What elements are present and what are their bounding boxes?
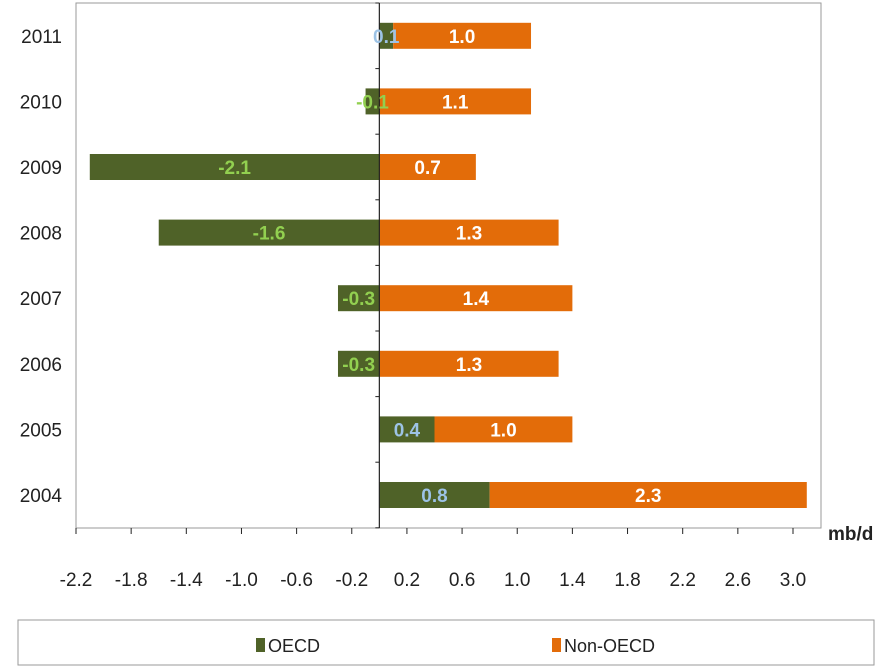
- unit-label: mb/d: [828, 524, 873, 545]
- category-label: 2008: [20, 224, 62, 245]
- x-tick-label: 3.0: [780, 570, 806, 591]
- category-label: 2004: [20, 486, 63, 507]
- x-tick-label: -0.6: [280, 570, 313, 591]
- legend-swatch-non-oecd: [552, 638, 561, 652]
- bar-oecd: [337, 350, 380, 377]
- bar-oecd: [158, 219, 380, 246]
- bar-oecd: [89, 154, 380, 180]
- category-label: 2005: [20, 420, 62, 441]
- bars-layer: [89, 22, 807, 508]
- legend-label-non-oecd: Non-OECD: [564, 636, 655, 656]
- category-label: 2011: [21, 27, 62, 48]
- x-tick-label: 1.8: [614, 570, 640, 591]
- category-label: 2009: [20, 158, 62, 179]
- category-label: 2010: [20, 92, 62, 113]
- x-tick-label: 0.6: [449, 570, 475, 591]
- value-label-non-oecd: 2.3: [635, 486, 661, 507]
- value-label-non-oecd: 1.4: [463, 289, 490, 310]
- value-label-non-oecd: 1.0: [490, 420, 516, 441]
- bar-non-oecd: [379, 219, 559, 246]
- bar-oecd: [365, 88, 380, 115]
- x-tick-label: 1.0: [504, 570, 530, 591]
- legend-swatch-oecd: [256, 638, 265, 652]
- value-label-oecd: 0.4: [394, 420, 421, 441]
- x-tick-label: 2.6: [725, 570, 751, 591]
- bar-oecd: [379, 22, 394, 49]
- value-label-oecd: 0.1: [373, 27, 400, 48]
- plot-area-frame: [75, 2, 822, 529]
- value-label-oecd: -0.1: [356, 92, 389, 113]
- x-tick-label: -1.4: [170, 570, 203, 591]
- bar-non-oecd: [379, 285, 573, 312]
- x-tick-label: -2.2: [60, 570, 93, 591]
- x-tick-label: 2.2: [669, 570, 695, 591]
- x-tick-label: -1.0: [225, 570, 258, 591]
- axis-ticks-layer: [75, 2, 794, 534]
- value-label-oecd: -0.3: [342, 289, 375, 310]
- bar-oecd: [379, 482, 490, 508]
- value-labels: 0.1 1.0 -0.1 1.1 -2.1 0.7 -1.6 1.3 -0.3 1.4 -0.3 1.…: [218, 27, 661, 507]
- bar-non-oecd: [489, 482, 807, 508]
- value-label-oecd: -0.3: [342, 355, 375, 376]
- bar-non-oecd: [379, 350, 559, 377]
- value-label-non-oecd: 0.7: [414, 158, 440, 179]
- bar-non-oecd: [379, 154, 476, 180]
- x-tick-label: 0.2: [394, 570, 420, 591]
- x-tick-label: 1.4: [559, 570, 586, 591]
- x-tick-label: -0.2: [335, 570, 368, 591]
- bar-non-oecd: [393, 22, 532, 49]
- x-tick-label: -1.8: [115, 570, 148, 591]
- value-label-oecd: 0.8: [421, 486, 447, 507]
- category-labels: 2011 2010 2009 2008 2007 2006 2005 2004: [20, 27, 63, 507]
- category-label: 2007: [20, 289, 62, 310]
- category-label: 2006: [20, 355, 62, 376]
- value-label-non-oecd: 1.1: [442, 92, 469, 113]
- value-label-oecd: -2.1: [218, 158, 251, 179]
- bar-non-oecd: [379, 88, 532, 115]
- value-label-oecd: -1.6: [253, 224, 286, 245]
- value-label-non-oecd: 1.3: [456, 224, 482, 245]
- legend-frame: [17, 619, 875, 666]
- bar-oecd: [337, 285, 380, 312]
- x-tick-labels: -2.2 -1.8 -1.4 -1.0 -0.6 -0.2 0.2 0.6 1.0 1.4 1.8 2…: [60, 570, 807, 591]
- value-label-non-oecd: 1.0: [449, 27, 475, 48]
- bar-oecd: [379, 416, 435, 443]
- bar-non-oecd: [434, 416, 573, 443]
- legend-label-oecd: OECD: [268, 636, 320, 656]
- value-label-non-oecd: 1.3: [456, 355, 482, 376]
